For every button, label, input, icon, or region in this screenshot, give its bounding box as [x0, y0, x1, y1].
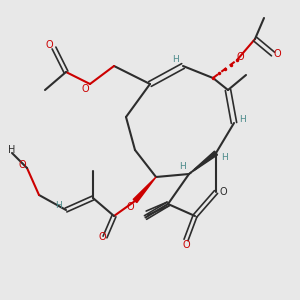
Text: O: O [182, 239, 190, 250]
Text: O: O [236, 52, 244, 62]
Text: H: H [55, 201, 62, 210]
Text: O: O [220, 187, 227, 197]
Text: O: O [82, 83, 89, 94]
Text: H: H [8, 145, 16, 155]
Text: H: H [180, 162, 186, 171]
Text: H: H [222, 153, 228, 162]
Polygon shape [189, 151, 218, 174]
Text: H: H [240, 116, 246, 124]
Text: O: O [98, 232, 106, 242]
Text: O: O [19, 160, 26, 170]
Text: O: O [46, 40, 53, 50]
Text: H: H [172, 56, 179, 64]
Text: O: O [274, 49, 281, 59]
Text: O: O [127, 202, 134, 212]
Polygon shape [133, 177, 156, 203]
